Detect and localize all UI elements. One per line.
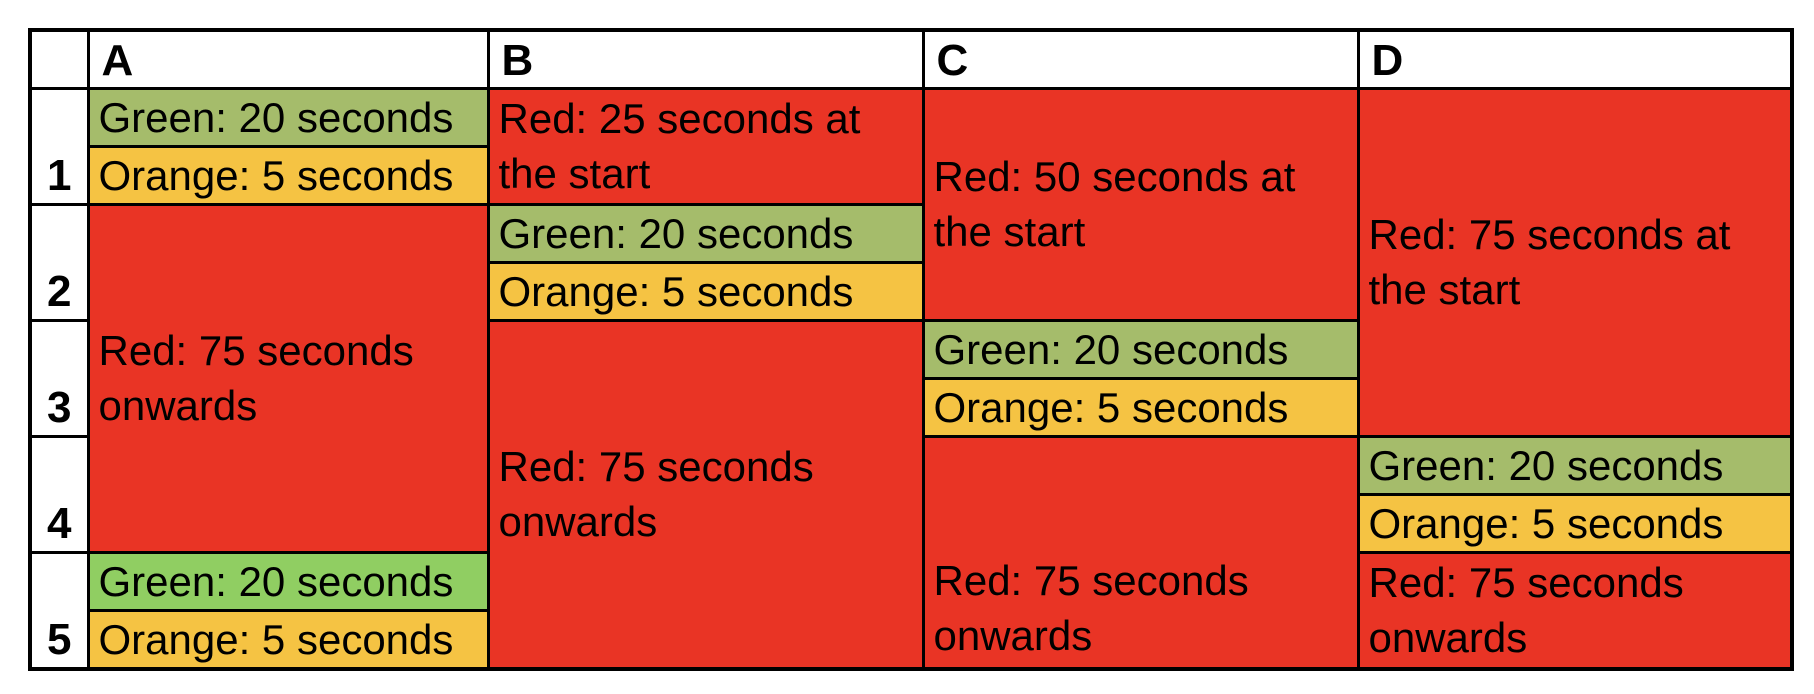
table-row: Orange: 5 seconds — [30, 144, 1792, 206]
traffic-light-schedule-table: A B C D 1 Green: 20 seconds Red: 25 seco… — [28, 28, 1794, 671]
cell-d1-3-red: Red: 75 seconds at the start — [1356, 86, 1794, 438]
column-header-c: C — [921, 28, 1360, 90]
row-label-4: 4 — [28, 434, 90, 554]
cell-c1-2-red: Red: 50 seconds at the start — [921, 86, 1360, 322]
column-header-a: A — [86, 28, 490, 90]
cell-c4-5-red: Red: 75 seconds onwards — [921, 434, 1360, 670]
table-row: Orange: 5 seconds — [30, 608, 1792, 670]
cell-b3-5-red: Red: 75 seconds onwards — [486, 318, 925, 670]
table-row: 4 Red: 75 seconds onwards Green: 20 seco… — [28, 434, 1794, 670]
row-label-1: 1 — [28, 86, 90, 206]
table-row: Orange: 5 seconds — [30, 492, 1794, 554]
cell-b1-red: Red: 25 seconds at the start — [486, 86, 925, 206]
table-row: 3 Red: 75 seconds onwards Green: 20 seco… — [28, 318, 1792, 670]
cell-d4-green: Green: 20 seconds — [1356, 434, 1794, 496]
cell-b2-orange: Orange: 5 seconds — [486, 260, 925, 322]
cell-a1-orange: Orange: 5 seconds — [86, 144, 490, 206]
column-header-d: D — [1356, 28, 1794, 90]
header-row: A B C D — [28, 28, 1794, 90]
cell-c3-green: Green: 20 seconds — [921, 318, 1360, 380]
table-row: Orange: 5 seconds — [30, 260, 1792, 322]
column-header-b: B — [486, 28, 925, 90]
table-row: 1 Green: 20 seconds Red: 25 seconds at t… — [28, 86, 1794, 438]
row-label-3: 3 — [28, 318, 90, 438]
cell-b2-green: Green: 20 seconds — [486, 202, 925, 264]
cell-d5-red: Red: 75 seconds onwards — [1356, 550, 1794, 670]
cell-a1-green: Green: 20 seconds — [86, 86, 490, 148]
table-row: 2 Red: 75 seconds onwards Green: 20 seco… — [28, 202, 1792, 554]
table-row: Orange: 5 seconds — [30, 376, 1792, 438]
row-label-2: 2 — [28, 202, 90, 322]
cell-c3-orange: Orange: 5 seconds — [921, 376, 1360, 438]
table-row: 5 Green: 20 seconds Red: 75 seconds onwa… — [28, 550, 1794, 670]
cell-d4-orange: Orange: 5 seconds — [1356, 492, 1794, 554]
cell-a5-green: Green: 20 seconds — [86, 550, 490, 612]
row-label-5: 5 — [28, 550, 90, 670]
cell-a2-4-red: Red: 75 seconds onwards — [86, 202, 490, 554]
corner-cell — [28, 28, 90, 90]
cell-a5-orange: Orange: 5 seconds — [86, 608, 490, 670]
